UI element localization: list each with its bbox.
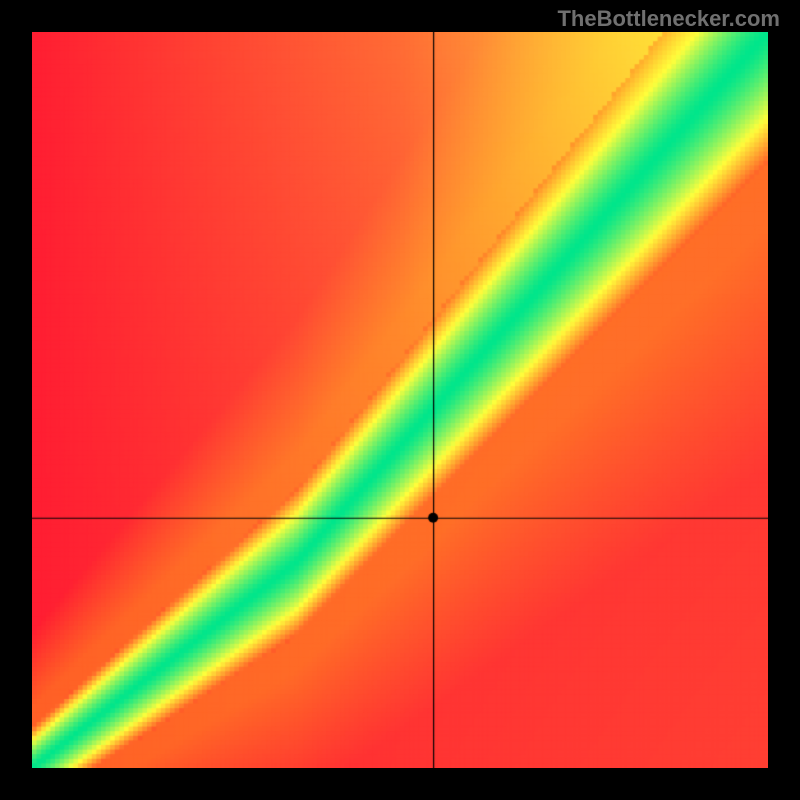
crosshair-overlay [32,32,768,768]
watermark-text: TheBottlenecker.com [557,6,780,32]
